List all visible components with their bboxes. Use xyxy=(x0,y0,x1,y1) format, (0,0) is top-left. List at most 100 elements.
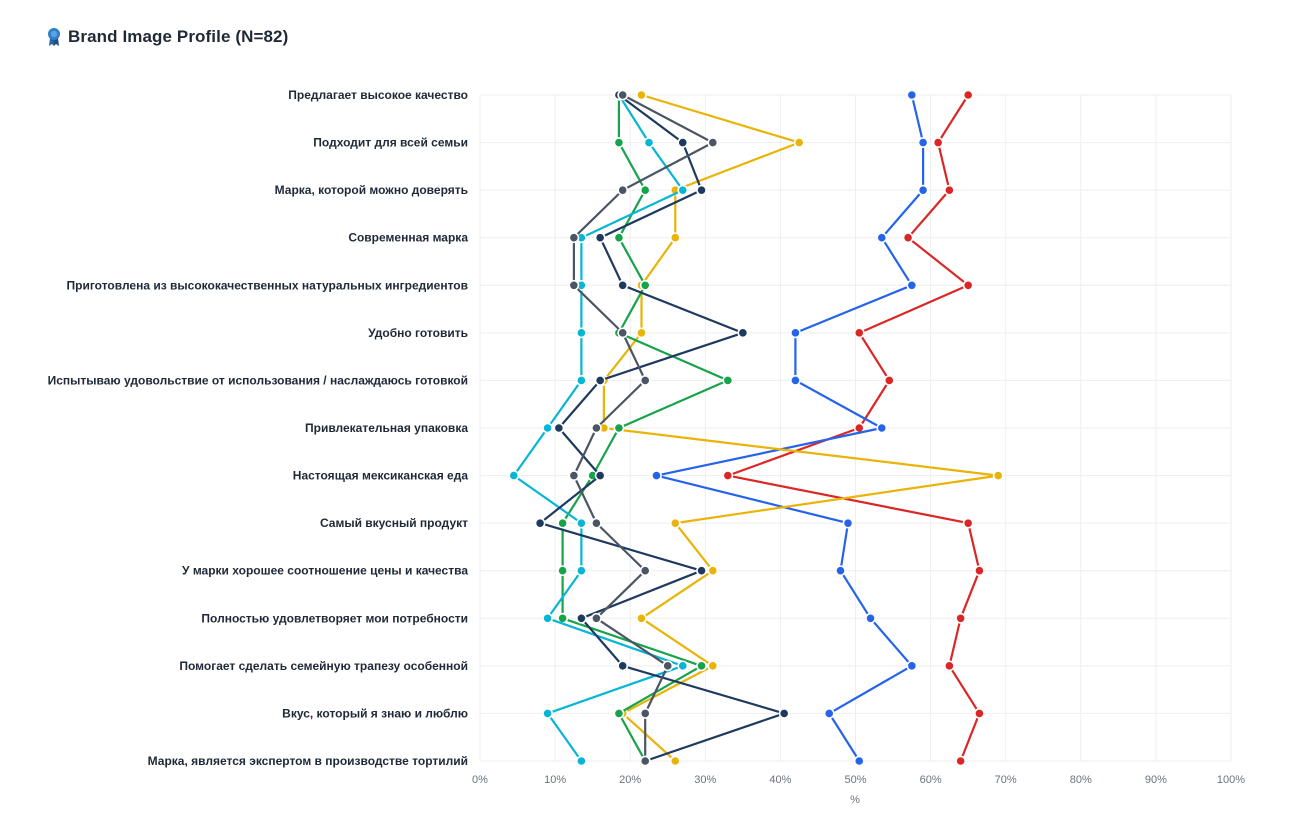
data-point[interactable] xyxy=(508,470,520,481)
data-point[interactable] xyxy=(955,612,967,624)
data-point[interactable] xyxy=(737,327,749,339)
data-point[interactable] xyxy=(696,184,707,196)
data-point[interactable] xyxy=(790,375,801,386)
data-point[interactable] xyxy=(542,612,553,624)
category-label: У марки хорошее соотношение цены и качес… xyxy=(182,564,468,578)
data-point[interactable] xyxy=(932,137,944,148)
data-point[interactable] xyxy=(651,470,662,481)
data-point[interactable] xyxy=(876,232,888,244)
data-point[interactable] xyxy=(722,470,734,481)
data-point[interactable] xyxy=(636,327,647,339)
data-point[interactable] xyxy=(962,517,974,529)
data-point[interactable] xyxy=(876,422,888,434)
data-point[interactable] xyxy=(542,708,553,719)
data-point[interactable] xyxy=(617,279,629,291)
data-point[interactable] xyxy=(917,184,929,196)
data-point[interactable] xyxy=(639,375,651,386)
category-label: Помогает сделать семейную трапезу особен… xyxy=(179,659,468,673)
data-point[interactable] xyxy=(575,565,587,577)
data-point[interactable] xyxy=(636,89,647,101)
data-point[interactable] xyxy=(591,517,602,529)
data-point[interactable] xyxy=(835,565,846,577)
data-point[interactable] xyxy=(790,327,801,339)
data-point[interactable] xyxy=(974,708,985,719)
data-point[interactable] xyxy=(639,565,651,577)
data-point[interactable] xyxy=(883,375,895,386)
data-point[interactable] xyxy=(853,755,865,767)
data-point[interactable] xyxy=(842,517,854,529)
data-point[interactable] xyxy=(568,279,580,291)
data-point[interactable] xyxy=(643,137,655,148)
data-point[interactable] xyxy=(943,660,955,672)
data-point[interactable] xyxy=(696,660,707,672)
x-tick-label: 20% xyxy=(619,774,641,786)
data-point[interactable] xyxy=(962,89,974,101)
data-point[interactable] xyxy=(617,89,629,101)
data-point[interactable] xyxy=(902,232,914,244)
data-point[interactable] xyxy=(917,137,929,148)
x-tick-label: 60% xyxy=(920,774,942,786)
data-point[interactable] xyxy=(823,708,835,719)
category-label: Самый вкусный продукт xyxy=(320,516,468,530)
category-label: Удобно готовить xyxy=(368,326,468,340)
data-point[interactable] xyxy=(793,137,805,148)
data-point[interactable] xyxy=(707,660,719,672)
data-point[interactable] xyxy=(575,517,587,529)
data-point[interactable] xyxy=(568,470,580,481)
data-point[interactable] xyxy=(639,755,651,767)
data-point[interactable] xyxy=(575,375,587,386)
data-point[interactable] xyxy=(568,232,580,244)
data-point[interactable] xyxy=(943,184,955,196)
data-point[interactable] xyxy=(636,612,647,624)
data-point[interactable] xyxy=(669,755,681,767)
data-point[interactable] xyxy=(575,612,587,624)
data-point[interactable] xyxy=(962,279,974,291)
series-6 xyxy=(534,89,790,767)
x-tick-label: 10% xyxy=(544,774,566,786)
data-point[interactable] xyxy=(778,708,790,719)
data-point[interactable] xyxy=(707,137,719,148)
data-point[interactable] xyxy=(575,327,587,339)
data-point[interactable] xyxy=(553,422,565,434)
data-point[interactable] xyxy=(639,708,651,719)
data-point[interactable] xyxy=(613,708,625,719)
data-point[interactable] xyxy=(639,184,651,196)
data-point[interactable] xyxy=(906,89,918,101)
data-point[interactable] xyxy=(613,137,625,148)
data-point[interactable] xyxy=(575,755,587,767)
data-point[interactable] xyxy=(696,565,707,577)
data-point[interactable] xyxy=(669,517,681,529)
data-point[interactable] xyxy=(591,422,602,434)
data-point[interactable] xyxy=(677,660,689,672)
data-point[interactable] xyxy=(865,612,876,624)
data-point[interactable] xyxy=(617,184,629,196)
award-ribbon-icon xyxy=(46,27,62,47)
category-label: Привлекательная упаковка xyxy=(305,421,468,435)
data-point[interactable] xyxy=(722,375,734,386)
data-point[interactable] xyxy=(906,279,918,291)
data-point[interactable] xyxy=(662,660,674,672)
data-point[interactable] xyxy=(955,755,967,767)
data-point[interactable] xyxy=(557,565,569,577)
data-point[interactable] xyxy=(906,660,918,672)
data-point[interactable] xyxy=(591,612,602,624)
data-point[interactable] xyxy=(853,327,865,339)
data-point[interactable] xyxy=(542,422,553,434)
data-point[interactable] xyxy=(557,517,569,529)
data-point[interactable] xyxy=(639,279,651,291)
data-point[interactable] xyxy=(707,565,719,577)
data-point[interactable] xyxy=(594,232,606,244)
category-label: Вкус, который я знаю и люблю xyxy=(282,706,468,720)
data-point[interactable] xyxy=(669,232,681,244)
data-point[interactable] xyxy=(594,375,606,386)
data-point[interactable] xyxy=(677,184,689,196)
data-point[interactable] xyxy=(992,470,1004,481)
data-point[interactable] xyxy=(617,327,629,339)
data-point[interactable] xyxy=(677,137,689,148)
data-point[interactable] xyxy=(594,470,606,481)
data-point[interactable] xyxy=(613,422,625,434)
data-point[interactable] xyxy=(534,517,546,529)
data-point[interactable] xyxy=(613,232,625,244)
data-point[interactable] xyxy=(617,660,629,672)
data-point[interactable] xyxy=(974,565,985,577)
